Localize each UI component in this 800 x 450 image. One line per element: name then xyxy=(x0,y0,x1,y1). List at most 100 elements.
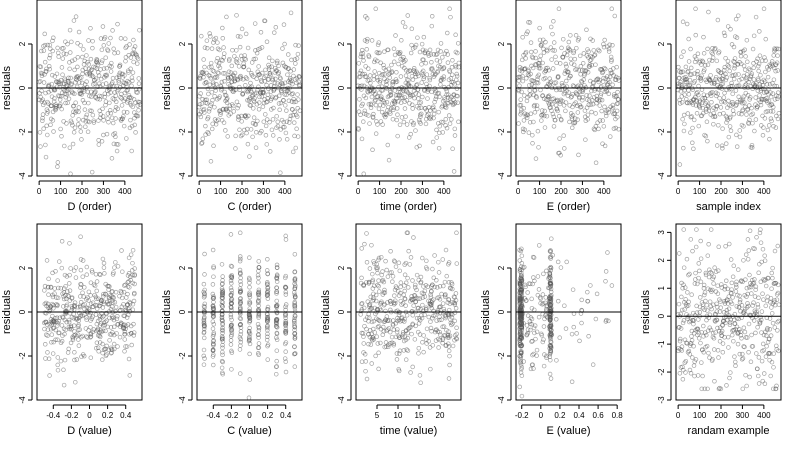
data-point xyxy=(447,6,452,12)
data-point xyxy=(415,71,420,76)
data-point xyxy=(428,116,433,122)
data-point xyxy=(449,281,455,287)
data-point xyxy=(446,376,452,381)
data-point xyxy=(596,126,601,132)
data-point xyxy=(394,329,400,335)
data-point xyxy=(421,74,427,80)
data-point xyxy=(708,73,713,78)
data-point xyxy=(557,61,563,66)
data-point xyxy=(546,93,552,99)
x-tick-label: 0 xyxy=(87,411,92,420)
data-point xyxy=(685,111,691,116)
data-point xyxy=(115,50,121,55)
data-point xyxy=(273,24,279,30)
data-point xyxy=(113,134,118,140)
data-point xyxy=(292,120,297,125)
data-point xyxy=(742,344,747,350)
data-point xyxy=(689,334,694,339)
data-point xyxy=(72,357,77,363)
data-point xyxy=(109,350,114,355)
data-point xyxy=(378,340,383,346)
data-point xyxy=(686,272,691,278)
data-point xyxy=(770,275,775,281)
data-point xyxy=(92,81,98,86)
data-point xyxy=(452,300,458,306)
data-point xyxy=(370,271,375,277)
data-point xyxy=(124,136,129,141)
data-point xyxy=(60,291,65,296)
data-point xyxy=(686,36,691,42)
data-point xyxy=(440,337,446,342)
data-point xyxy=(235,105,240,111)
data-point xyxy=(755,63,761,69)
data-point xyxy=(765,108,770,114)
data-point xyxy=(541,363,547,369)
data-point xyxy=(361,119,366,124)
data-point xyxy=(410,364,415,370)
data-point xyxy=(735,99,740,105)
data-point xyxy=(394,106,400,111)
data-point xyxy=(75,64,80,70)
data-point xyxy=(135,90,140,95)
data-point xyxy=(521,118,527,123)
data-point xyxy=(605,250,610,255)
data-point xyxy=(78,129,84,134)
data-point xyxy=(566,46,572,52)
data-point xyxy=(414,315,420,321)
points xyxy=(197,10,302,175)
data-point xyxy=(701,350,706,355)
data-point xyxy=(292,331,298,336)
data-point xyxy=(437,317,442,323)
data-point xyxy=(119,290,124,295)
data-point xyxy=(88,355,94,360)
data-point xyxy=(379,94,384,100)
y-axis-label: residuals xyxy=(640,289,652,334)
data-point xyxy=(390,274,396,279)
data-point xyxy=(283,103,288,108)
data-point xyxy=(398,290,403,296)
data-point xyxy=(723,55,728,61)
data-point xyxy=(274,265,280,270)
data-point xyxy=(101,118,106,123)
data-point xyxy=(612,13,618,19)
data-point xyxy=(220,300,226,305)
data-point xyxy=(68,75,73,81)
data-point xyxy=(292,281,297,286)
data-point xyxy=(232,54,237,59)
data-point xyxy=(416,345,422,351)
data-point xyxy=(419,62,424,67)
data-point xyxy=(137,99,142,105)
data-point xyxy=(130,272,135,278)
data-point xyxy=(721,30,727,36)
data-point xyxy=(614,108,620,114)
data-point xyxy=(211,313,216,319)
data-point xyxy=(710,357,715,362)
data-point xyxy=(264,337,270,343)
data-point xyxy=(740,48,746,54)
data-point xyxy=(80,71,85,77)
data-point xyxy=(413,42,419,48)
data-point xyxy=(421,284,426,289)
data-point xyxy=(38,64,44,70)
data-point xyxy=(704,343,710,349)
data-point xyxy=(361,58,366,63)
data-point xyxy=(429,289,434,294)
data-point xyxy=(74,316,80,322)
data-point xyxy=(366,101,372,107)
data-point xyxy=(713,46,718,51)
data-point xyxy=(714,104,719,109)
data-point xyxy=(718,70,723,76)
data-point xyxy=(758,314,763,320)
x-tick-label: 0.4 xyxy=(120,411,132,420)
y-tick-label: 1 xyxy=(657,285,666,290)
data-point xyxy=(440,55,445,60)
data-point xyxy=(693,103,699,108)
data-point xyxy=(274,276,280,282)
data-point xyxy=(452,126,458,132)
data-point xyxy=(770,91,776,96)
data-point xyxy=(220,325,225,331)
data-point xyxy=(741,325,747,331)
data-point xyxy=(450,321,455,326)
data-point xyxy=(427,75,432,81)
